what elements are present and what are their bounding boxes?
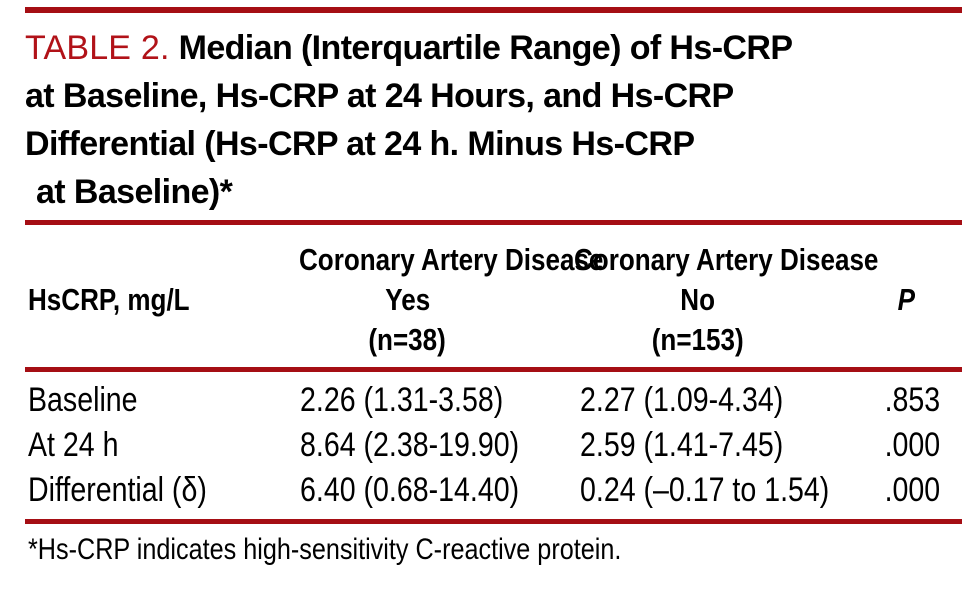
table-title: TABLE 2. Median (Interquartile Range) of … [25, 24, 955, 216]
row-label: At 24 h [28, 426, 119, 464]
cad-yes-value: 2.26 (1.31-3.58) [300, 381, 504, 419]
table-title-line-4: at Baseline)* [36, 173, 233, 211]
table-body: Baseline 2.26 (1.31-3.58) 2.27 (1.09-4.3… [0, 378, 962, 513]
col-group-1-sublabel: Yes [385, 282, 430, 317]
row-label: Baseline [28, 381, 138, 419]
cad-no-value: 2.27 (1.09-4.34) [580, 381, 784, 419]
header-bottom-rule [25, 367, 962, 372]
header-top-rule [25, 220, 962, 225]
table-row: At 24 h 8.64 (2.38-19.90) 2.59 (1.41-7.4… [25, 423, 962, 468]
cad-no-value: 2.59 (1.41-7.45) [580, 426, 784, 464]
table-row: Baseline 2.26 (1.31-3.58) 2.27 (1.09-4.3… [25, 378, 962, 423]
table-number-label: TABLE 2. [25, 29, 170, 67]
top-red-rule [25, 7, 962, 13]
col-group-2-sublabel: No [680, 282, 715, 317]
table-row: Differential (δ) 6.40 (0.68-14.40) 0.24 … [25, 468, 962, 513]
col-group-1-n: (n=38) [368, 322, 447, 357]
col-group-2-title: Coronary Artery Disease [573, 242, 879, 277]
table-footnote: *Hs-CRP indicates high-sensitivity C-rea… [28, 533, 622, 566]
col-group-2-n: (n=153) [651, 322, 744, 357]
p-value-column-header: P [897, 282, 915, 317]
cad-yes-value: 8.64 (2.38-19.90) [300, 426, 520, 464]
footnote-rule [25, 519, 962, 524]
table-title-line-2: at Baseline, Hs-CRP at 24 Hours, and Hs-… [25, 77, 734, 115]
row-label: Differential (δ) [28, 471, 207, 509]
p-value: .853 [884, 381, 940, 419]
table-header: Coronary Artery Disease Coronary Artery … [25, 240, 962, 360]
col-group-1-title: Coronary Artery Disease [298, 242, 604, 277]
cad-no-value: 0.24 (–0.17 to 1.54) [580, 471, 830, 509]
cad-yes-value: 6.40 (0.68-14.40) [300, 471, 520, 509]
row-header-label: HsCRP, mg/L [28, 282, 190, 317]
p-value: .000 [884, 426, 940, 464]
table-title-text-1: Median (Interquartile Range) of Hs-CRP [178, 29, 793, 67]
table-title-line-3: Differential (Hs-CRP at 24 h. Minus Hs-C… [25, 125, 695, 163]
table-title-line-1: TABLE 2. Median (Interquartile Range) of … [25, 24, 955, 72]
p-value: .000 [884, 471, 940, 509]
